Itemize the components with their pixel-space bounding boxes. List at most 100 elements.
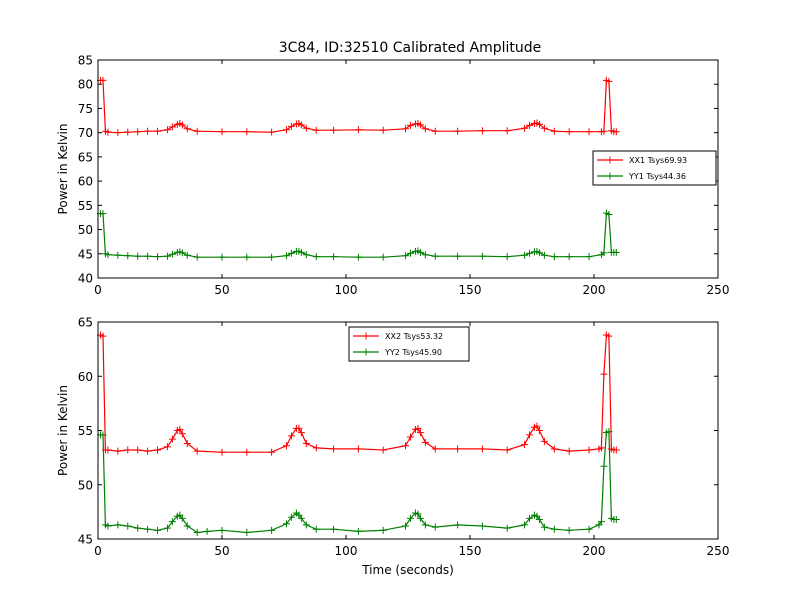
y-tick-label: 40 <box>78 272 93 286</box>
data-point <box>99 431 107 439</box>
data-point <box>503 524 511 532</box>
data-point <box>478 522 486 530</box>
data-point <box>243 448 251 456</box>
data-point <box>287 513 295 521</box>
data-point <box>297 248 305 256</box>
data-point <box>431 523 439 531</box>
data-point <box>282 520 290 528</box>
y-tick-label: 60 <box>78 370 93 384</box>
data-point <box>99 332 107 340</box>
data-point <box>550 525 558 533</box>
data-point <box>99 76 107 84</box>
data-point <box>535 120 543 128</box>
data-point <box>163 524 171 532</box>
data-point <box>478 252 486 260</box>
data-point <box>203 527 211 535</box>
data-point <box>585 446 593 454</box>
data-point <box>431 445 439 453</box>
data-point <box>612 248 620 256</box>
y-tick-label: 45 <box>78 247 93 261</box>
data-point <box>379 446 387 454</box>
data-point <box>144 447 152 455</box>
data-point <box>503 446 511 454</box>
data-point <box>540 251 548 259</box>
data-point <box>154 127 162 135</box>
data-point <box>585 253 593 261</box>
data-point <box>550 445 558 453</box>
data-point <box>605 77 613 85</box>
data-point <box>421 521 429 529</box>
data-point <box>414 510 422 518</box>
data-point <box>585 128 593 136</box>
data-point <box>163 126 171 134</box>
data-point <box>218 128 226 136</box>
x-tick-label: 0 <box>94 283 102 297</box>
data-point <box>124 446 132 454</box>
data-point <box>478 127 486 135</box>
data-point <box>193 447 201 455</box>
data-point <box>193 253 201 261</box>
data-point <box>178 121 186 129</box>
legend-label: XX2 Tsys53.32 <box>385 332 443 341</box>
data-point <box>402 522 410 530</box>
data-point <box>134 252 142 260</box>
y-tick-label: 65 <box>78 316 93 330</box>
data-point <box>330 445 338 453</box>
data-point <box>540 523 548 531</box>
data-point <box>535 515 543 523</box>
data-point <box>114 251 122 259</box>
data-point <box>565 447 573 455</box>
data-point <box>144 252 152 260</box>
x-tick-label: 50 <box>214 544 229 558</box>
data-point <box>302 124 310 132</box>
data-point <box>243 528 251 536</box>
data-point <box>454 127 462 135</box>
data-point <box>612 128 620 136</box>
x-tick-label: 100 <box>335 283 358 297</box>
legend: XX1 Tsys69.93 YY1 Tsys44.36 <box>592 150 717 186</box>
data-point <box>163 443 171 451</box>
data-point <box>312 525 320 533</box>
data-point <box>379 253 387 261</box>
data-point <box>144 127 152 135</box>
data-point <box>565 253 573 261</box>
data-point <box>168 123 176 131</box>
data-point <box>268 448 276 456</box>
y-tick-label: 55 <box>78 199 93 213</box>
data-point <box>124 252 132 260</box>
legend-swatch-marker <box>362 348 370 356</box>
data-point <box>421 251 429 259</box>
data-point <box>597 444 605 452</box>
data-point <box>104 446 112 454</box>
data-point <box>302 521 310 529</box>
data-point <box>243 128 251 136</box>
data-point <box>268 128 276 136</box>
data-point <box>282 442 290 450</box>
y-tick-label: 50 <box>78 478 93 492</box>
data-point <box>535 427 543 434</box>
data-point <box>114 129 122 137</box>
data-point <box>605 332 613 340</box>
data-point <box>600 249 608 257</box>
data-point <box>612 515 620 523</box>
data-point <box>312 253 320 261</box>
data-point <box>406 433 414 441</box>
y-axis-title: Power in Kelvin <box>56 385 70 476</box>
data-point <box>597 518 605 526</box>
data-point <box>406 121 414 129</box>
data-point <box>600 462 608 470</box>
data-point <box>612 446 620 454</box>
data-point <box>585 525 593 533</box>
y-tick-label: 50 <box>78 223 93 237</box>
data-point <box>354 527 362 535</box>
data-point <box>154 253 162 261</box>
data-point <box>168 435 176 443</box>
data-point <box>550 127 558 135</box>
data-point <box>312 126 320 134</box>
data-point <box>114 447 122 455</box>
data-point <box>454 445 462 453</box>
x-tick-label: 50 <box>214 283 229 297</box>
y-tick-label: 60 <box>78 175 93 189</box>
x-tick-label: 100 <box>335 544 358 558</box>
